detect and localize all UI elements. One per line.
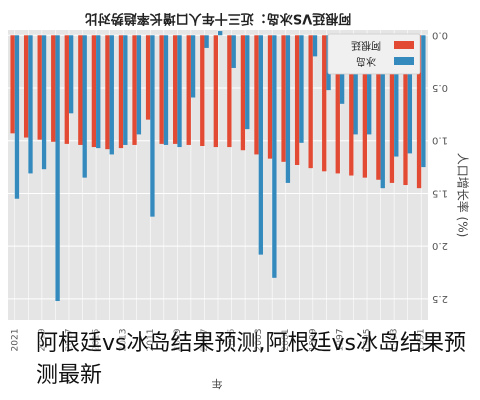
bar-iceland-2003 [258,35,263,255]
bar-argentina-2018 [51,35,56,142]
bar-argentina-1992 [403,35,408,186]
x-tick-label: 2019 [37,328,47,351]
bar-iceland-2015 [96,35,101,149]
bar-argentina-2009 [173,35,178,144]
bar-argentina-2008 [186,35,191,145]
y-tick-label: 1.5 [432,187,448,198]
bar-iceland-2016 [82,35,87,178]
bar-iceland-1994 [380,35,385,189]
bar-argentina-2011 [145,35,151,120]
bar-argentina-2013 [118,35,124,149]
x-tick-label: 2005 [227,329,237,352]
legend-swatch-argentina [394,41,414,49]
x-tick-label: 2011 [146,329,156,352]
chart-title: 阿根廷VS冰岛：近三十年人口增长率趋势对比 [85,11,351,27]
x-tick-label: 2017 [64,329,74,352]
bar-iceland-2010 [163,35,169,145]
bar-argentina-1991 [416,35,422,189]
bar-argentina-2000 [294,35,300,165]
bar-iceland-1993 [394,35,399,157]
bar-argentina-2006 [213,35,218,148]
bar-iceland-2013 [123,35,128,145]
bar-argentina-2005 [227,35,232,148]
bar-argentina-2004 [240,35,246,151]
bar-argentina-2017 [64,35,69,144]
bar-iceland-2019 [41,35,47,170]
bar-argentina-1996 [349,35,354,176]
bar-argentina-2002 [267,35,273,159]
y-axis-label: 人口增长率 (%) [456,153,471,238]
bar-iceland-2011 [150,35,155,217]
legend-swatch-iceland [394,57,414,65]
bar-iceland-2001 [285,35,291,183]
bar-argentina-2007 [200,35,205,146]
bar-argentina-2010 [159,35,164,144]
bar-iceland-2020 [28,35,33,174]
bar-iceland-2009 [177,35,182,148]
x-tick-label: 1995 [363,329,373,352]
bar-argentina-2012 [132,35,137,145]
bar-argentina-1997 [335,35,340,174]
legend-label-iceland: 冰岛 [356,55,376,68]
bar-iceland-1991 [421,35,426,168]
bar-argentina-1998 [322,35,327,172]
x-tick-labels: 1991 1993 1995 1997 1999 2001 2003 2005 2007 2009… [10,328,426,351]
bar-iceland-2021 [14,35,20,199]
bar-iceland-2012 [136,35,142,135]
bar-argentina-1995 [362,35,368,178]
bar-iceland-2005 [231,35,236,68]
bar-argentina-2001 [281,35,286,162]
x-tick-label: 1997 [335,329,345,352]
legend: 阿根廷 冰岛 [327,33,421,75]
x-tick-label: 2003 [254,329,264,352]
x-tick-label: 2007 [200,329,210,352]
bar-iceland-2004 [245,35,250,130]
y-tick-label: 0.5 [432,82,448,93]
y-tick-labels: 0.0 0.5 1.0 1.5 2.0 2.5 [432,29,448,304]
bar-iceland-2017 [68,35,74,114]
x-tick-label: 2015 [92,329,102,352]
bars [10,31,426,302]
bar-iceland-2007 [204,35,209,48]
x-axis-label: 年 [212,377,223,391]
x-tick-label: 2009 [173,328,183,351]
legend-label-argentina: 阿根廷 [351,39,381,52]
bar-argentina-2014 [105,35,110,150]
y-tick-label: 0.0 [432,29,448,40]
bar-argentina-1999 [308,35,313,169]
bar-iceland-2018 [55,35,60,302]
bar-iceland-2014 [109,35,114,155]
bar-argentina-2019 [37,35,42,140]
bar-iceland-1992 [407,35,413,154]
bar-iceland-1995 [367,35,372,135]
bar-argentina-2020 [23,35,29,138]
x-tick-label: 1991 [417,329,427,352]
bar-iceland-2008 [190,35,196,98]
chart-title-group: 阿根廷VS冰岛：近三十年人口增长率趋势对比 [85,11,351,27]
x-tick-label: 1993 [390,329,400,352]
x-tick-label: 2001 [281,329,291,352]
bar-argentina-2021 [10,35,15,134]
caption-text: 阿根廷vs冰岛结果预测,阿根廷vs冰岛结果预测最新 [36,331,466,388]
bar-iceland-1999 [312,35,318,57]
bar-iceland-2006 [218,31,223,36]
y-tick-label: 1.0 [432,135,448,146]
y-tick-label: 2.5 [432,293,448,304]
bar-iceland-2002 [272,35,277,278]
x-tick-label: 1999 [308,328,318,351]
x-tick-label: 2021 [10,329,20,352]
bar-argentina-1993 [389,35,395,183]
x-tick-label: 2013 [119,329,129,352]
bar-argentina-2016 [78,35,83,145]
bar-argentina-2015 [91,35,97,148]
bar-argentina-1994 [376,35,381,180]
bar-argentina-2003 [254,35,259,155]
bar-iceland-1996 [353,35,358,135]
y-tick-label: 2.0 [432,240,448,251]
bar-iceland-2000 [299,35,304,143]
